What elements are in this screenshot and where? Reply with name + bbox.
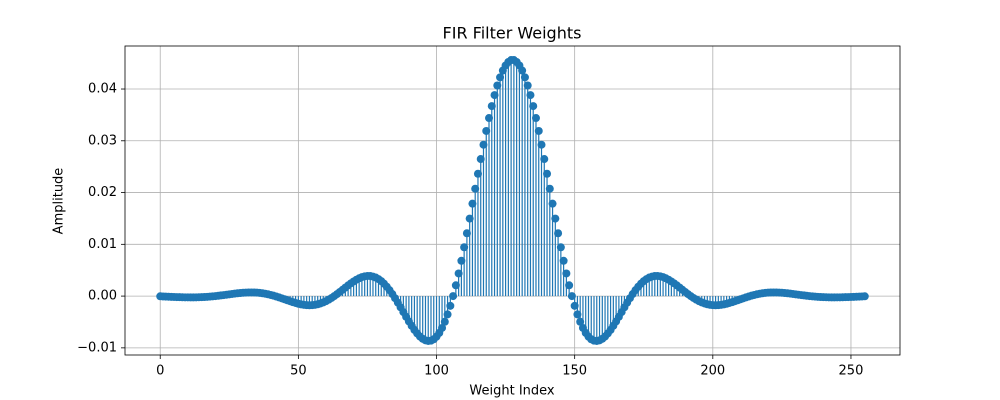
stem-marker [537,140,546,149]
stem-marker [457,256,466,265]
stem-marker [529,102,538,111]
stem-marker [545,184,554,193]
stem-marker [454,269,463,278]
stem-marker [540,155,549,164]
y-tick-label: 0.03 [88,133,117,148]
stem-marker [462,229,471,238]
stem-marker [860,292,869,301]
stem-marker [556,243,565,252]
stem-marker [526,91,535,100]
stem-marker [548,199,557,208]
stem-marker [496,73,505,82]
stem-marker [473,169,482,178]
stem-marker [543,169,552,178]
x-tick-label: 200 [700,364,725,379]
stem-marker [576,317,585,326]
stem-marker [559,256,568,265]
stem-marker [476,155,485,164]
stem-marker [443,310,452,319]
stem-marker [479,140,488,149]
stem-marker [562,269,571,278]
y-tick-label: 0.01 [88,237,117,252]
stem-marker [554,229,563,238]
y-tick-label: 0.04 [88,82,117,97]
stem-marker [531,114,540,123]
stem-marker [487,102,496,111]
stem-marker [573,310,582,319]
y-tick-label: 0.02 [88,185,117,200]
x-tick-label: 250 [839,364,864,379]
y-tick-label: 0.00 [88,289,117,304]
stem-marker [565,281,574,290]
stem-marker [471,184,480,193]
stem-marker [451,281,460,290]
stem-marker [460,243,469,252]
axes-frame [124,45,901,356]
stem-marker [534,126,543,135]
grid [125,46,900,355]
stem-marker [449,292,458,301]
chart-title: FIR Filter Weights [443,24,582,43]
stem-marker [440,317,449,326]
stem-marker [438,323,447,332]
stem-marker [551,214,560,223]
stem-marker [567,292,576,301]
stem-marker [490,91,499,100]
stem-marker [570,301,579,310]
x-axis-label: Weight Index [469,384,555,399]
x-tick-label: 100 [424,364,449,379]
x-tick-label: 150 [562,364,587,379]
stem-marker [523,81,532,90]
plot-area [156,56,869,345]
stem-marker [520,73,529,82]
stem-marker [468,199,477,208]
stem-marker [482,126,491,135]
y-axis-label: Amplitude [52,168,67,235]
y-tick-label: −0.01 [77,340,117,355]
stem-marker [446,301,455,310]
stem-marker [493,81,502,90]
x-tick-label: 0 [156,364,164,379]
stem-marker [518,66,527,75]
x-tick-label: 50 [290,364,307,379]
stem-marker [465,214,474,223]
stem-marker [485,114,494,123]
